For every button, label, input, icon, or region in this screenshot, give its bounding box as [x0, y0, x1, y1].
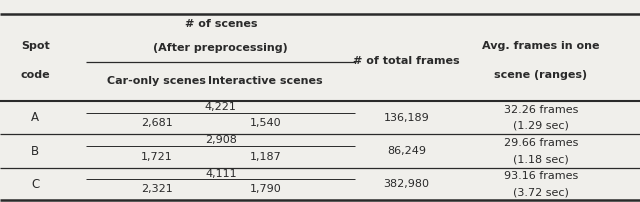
Text: 2,908: 2,908	[205, 135, 237, 145]
Text: 29.66 frames: 29.66 frames	[504, 138, 578, 148]
Text: 1,721: 1,721	[141, 152, 173, 162]
Text: Avg. frames in one: Avg. frames in one	[482, 41, 600, 52]
Text: # of scenes: # of scenes	[184, 19, 257, 29]
Text: (After preprocessing): (After preprocessing)	[154, 43, 288, 54]
Text: 1,187: 1,187	[250, 152, 282, 162]
Text: 4,111: 4,111	[205, 168, 237, 179]
Text: # of total frames: # of total frames	[353, 56, 460, 66]
Text: Car-only scenes: Car-only scenes	[108, 76, 206, 86]
Text: (1.18 sec): (1.18 sec)	[513, 154, 569, 164]
Text: (3.72 sec): (3.72 sec)	[513, 187, 569, 197]
Text: B: B	[31, 145, 39, 158]
Text: code: code	[20, 70, 50, 80]
Text: scene (ranges): scene (ranges)	[494, 70, 588, 80]
Text: (1.29 sec): (1.29 sec)	[513, 121, 569, 131]
Text: 382,980: 382,980	[383, 179, 429, 189]
Text: A: A	[31, 111, 39, 124]
Text: Spot: Spot	[21, 41, 49, 52]
Text: 86,249: 86,249	[387, 146, 426, 156]
Text: 4,221: 4,221	[205, 102, 237, 112]
Text: 1,540: 1,540	[250, 118, 282, 128]
Text: 93.16 frames: 93.16 frames	[504, 171, 578, 181]
Text: C: C	[31, 178, 39, 190]
Text: 2,321: 2,321	[141, 184, 173, 195]
Text: 136,189: 136,189	[383, 113, 429, 123]
Text: Interactive scenes: Interactive scenes	[208, 76, 323, 86]
Text: 32.26 frames: 32.26 frames	[504, 105, 578, 115]
Text: 2,681: 2,681	[141, 118, 173, 128]
Text: 1,790: 1,790	[250, 184, 282, 195]
